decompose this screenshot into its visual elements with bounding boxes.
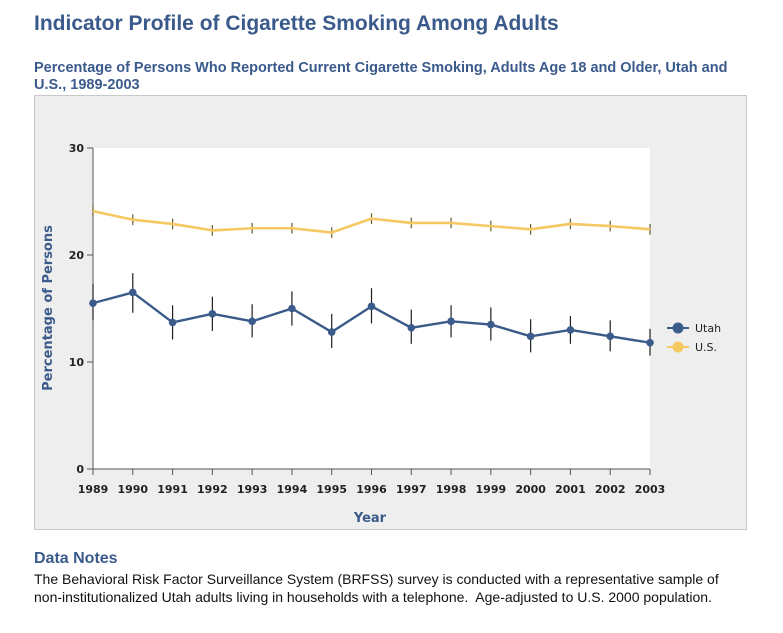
data-notes-title: Data Notes: [34, 550, 118, 567]
legend-utah-label: Utah: [695, 322, 721, 335]
x-tick-label: 2003: [635, 483, 666, 496]
x-tick-label: 1996: [356, 483, 387, 496]
y-tick-label: 30: [69, 142, 85, 155]
x-tick-label: 2000: [515, 483, 546, 496]
data-point-utah: [168, 318, 177, 327]
line-chart: 0 10 20 30 1989 1990 1991 1992 1993 1994 1995 1996…: [41, 142, 721, 526]
legend-us-label: U.S.: [695, 341, 717, 354]
legend-utah-swatch-marker: [672, 322, 684, 334]
x-tick-label: 1991: [157, 483, 188, 496]
data-point-utah: [447, 317, 455, 326]
x-tick-label: 2001: [555, 483, 586, 496]
x-tick-label: 1989: [78, 483, 109, 496]
x-tick-label: 1990: [117, 483, 148, 496]
series-line-us: [92, 209, 651, 234]
data-point-utah: [606, 332, 615, 341]
series-layer: [89, 205, 654, 356]
x-tick-label: 1994: [277, 483, 308, 496]
y-tick-label: 0: [76, 463, 84, 476]
y-axis-label: Percentage of Persons: [41, 225, 56, 391]
legend: Utah U.S.: [667, 322, 721, 354]
data-point-utah: [407, 323, 416, 332]
chart-title: Percentage of Persons Who Reported Curre…: [34, 60, 728, 93]
x-tick-label: 1997: [396, 483, 427, 496]
series-us: [92, 205, 651, 238]
data-point-utah: [89, 299, 97, 307]
chart-frame: 0 10 20 30 1989 1990 1991 1992 1993 1994 1995 1996…: [34, 95, 747, 530]
x-tick-label: 1999: [476, 483, 507, 496]
data-point-utah: [367, 302, 376, 311]
x-tick-label: 1993: [237, 483, 268, 496]
data-point-utah: [526, 332, 535, 341]
data-point-utah: [128, 288, 137, 297]
x-tick-label: 1992: [197, 483, 228, 496]
x-ticks: 1989 1990 1991 1992 1993 1994 1995 1996 1997 1998…: [78, 469, 666, 496]
data-point-utah: [208, 310, 217, 318]
series-utah: [89, 273, 654, 356]
y-ticks: 0 10 20 30: [69, 142, 93, 476]
x-tick-label: 1995: [316, 483, 347, 496]
legend-us-swatch-marker: [672, 341, 684, 353]
data-notes-text: The Behavioral Risk Factor Surveillance …: [34, 571, 723, 605]
data-point-utah: [646, 338, 654, 347]
x-tick-label: 1998: [436, 483, 467, 496]
x-axis-label: Year: [353, 511, 387, 526]
data-point-utah: [248, 317, 256, 326]
page-title: Indicator Profile of Cigarette Smoking A…: [34, 12, 559, 35]
y-tick-label: 10: [69, 356, 85, 369]
data-point-utah: [327, 328, 336, 336]
data-point-utah: [288, 304, 296, 313]
x-tick-label: 2002: [595, 483, 626, 496]
y-tick-label: 20: [69, 249, 85, 262]
legend-item-utah: Utah: [667, 322, 721, 335]
data-point-utah: [487, 320, 495, 329]
legend-item-us: U.S.: [667, 341, 717, 354]
data-point-utah: [566, 326, 575, 334]
